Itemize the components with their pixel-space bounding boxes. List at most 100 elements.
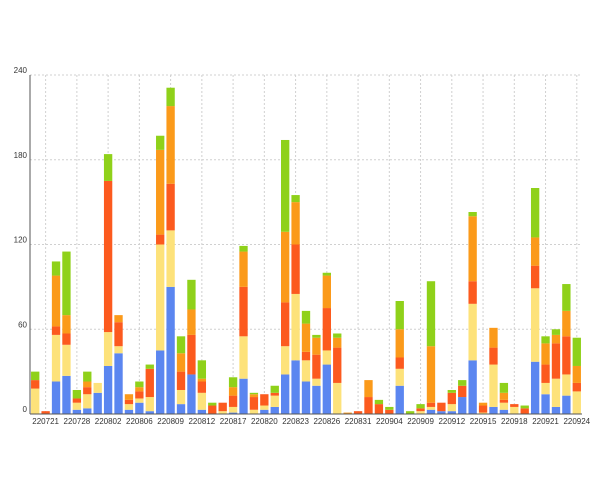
bar-segment [437,402,446,412]
bar-segment [166,286,175,414]
bar-segment [239,251,248,287]
bar-segment [114,353,123,414]
bar-segment [166,106,175,184]
bar-segment [260,409,269,414]
bar-segment [530,361,540,414]
bar-segment [72,389,82,399]
bar-segment [270,395,279,407]
bar-segment [489,327,498,348]
bar-segment [208,405,217,414]
bar-segment [301,381,311,414]
bar-segment [510,404,519,407]
x-tick-label: 220806 [126,417,153,426]
bar-segment [270,392,279,396]
bar-segment [281,374,290,414]
bar-segment [530,265,540,289]
bar-segment [541,394,550,414]
bar-segment [447,389,456,393]
x-tick-label: 220817 [220,417,247,426]
bar-segment [62,375,71,414]
bar-segment [135,391,144,399]
bar-segment [83,387,92,395]
y-tick-label: 180 [14,151,28,160]
x-tick-label: 220809 [157,417,184,426]
bar-segment [281,346,290,375]
bar-segment [197,378,207,382]
bar-segment [468,212,477,217]
bar-segment [31,380,40,389]
bar-segment [416,408,425,412]
bar-segment [83,394,92,409]
bar-segment [176,353,186,372]
bar-segment [322,364,331,414]
bar-segment [156,244,165,351]
bar-segment [416,411,425,414]
bar-segment [239,336,248,379]
bar-segment [374,404,384,414]
bar-segment [114,322,123,347]
bar-segment [62,333,71,345]
bar-segment [333,382,342,414]
bar-segment [187,334,196,375]
bar-segment [572,337,581,366]
bar-segment [562,284,571,311]
bar-segment [530,188,540,238]
bar-segment [72,402,82,410]
bar-segment [395,368,404,386]
bar-segment [62,315,71,334]
bar-segment [93,382,102,393]
bar-segment [468,360,477,414]
bar-segment [322,308,331,351]
bar-segment [281,231,290,303]
bar-segment [51,326,61,335]
bar-segment [458,397,467,414]
bar-segment [312,337,321,355]
bar-segment [62,344,71,376]
bar-segment [572,365,581,383]
bar-segment [249,394,259,398]
x-tick-label: 220831 [345,417,372,426]
bar-segment [51,275,61,327]
bar-segment [385,409,394,414]
y-tick-label: 0 [23,405,28,414]
bar-segment [156,234,165,245]
bar-segment [541,382,550,395]
bar-segment [72,398,82,403]
bar-segment [281,139,290,232]
bar-segment [187,309,196,335]
bar-segment [176,404,186,414]
bar-segment [499,399,509,403]
bar-segment [333,347,342,383]
bar-segment [489,406,498,414]
bar-segment [426,281,436,347]
bar-segment [312,378,321,386]
bar-segment [478,405,488,413]
bar-segment [228,395,238,407]
bar-segment [333,333,342,338]
bar-segment [239,378,248,414]
bar-segment [291,360,300,414]
bar-segment [187,279,196,310]
bar-segment [124,399,134,405]
bar-segment [135,387,144,392]
bar-segment [551,329,561,335]
bar-segment [114,315,123,323]
bar-segment [156,149,165,235]
bar-segment [541,336,550,344]
bar-segment [312,334,321,338]
bar-segment [562,336,571,375]
bar-segment [249,397,259,410]
bar-segment [395,357,404,369]
bar-segment [374,399,384,405]
bar-segment [31,388,40,414]
bar-segment [562,374,571,396]
bar-segment [541,364,550,383]
x-tick-label: 220921 [532,417,559,426]
bar-segment [197,392,207,410]
bar-segment [145,364,154,369]
bar-segment [489,364,498,407]
bar-segment [197,381,207,393]
bar-segment [228,377,238,388]
bar-segment [520,408,529,414]
bar-segment [301,323,311,352]
